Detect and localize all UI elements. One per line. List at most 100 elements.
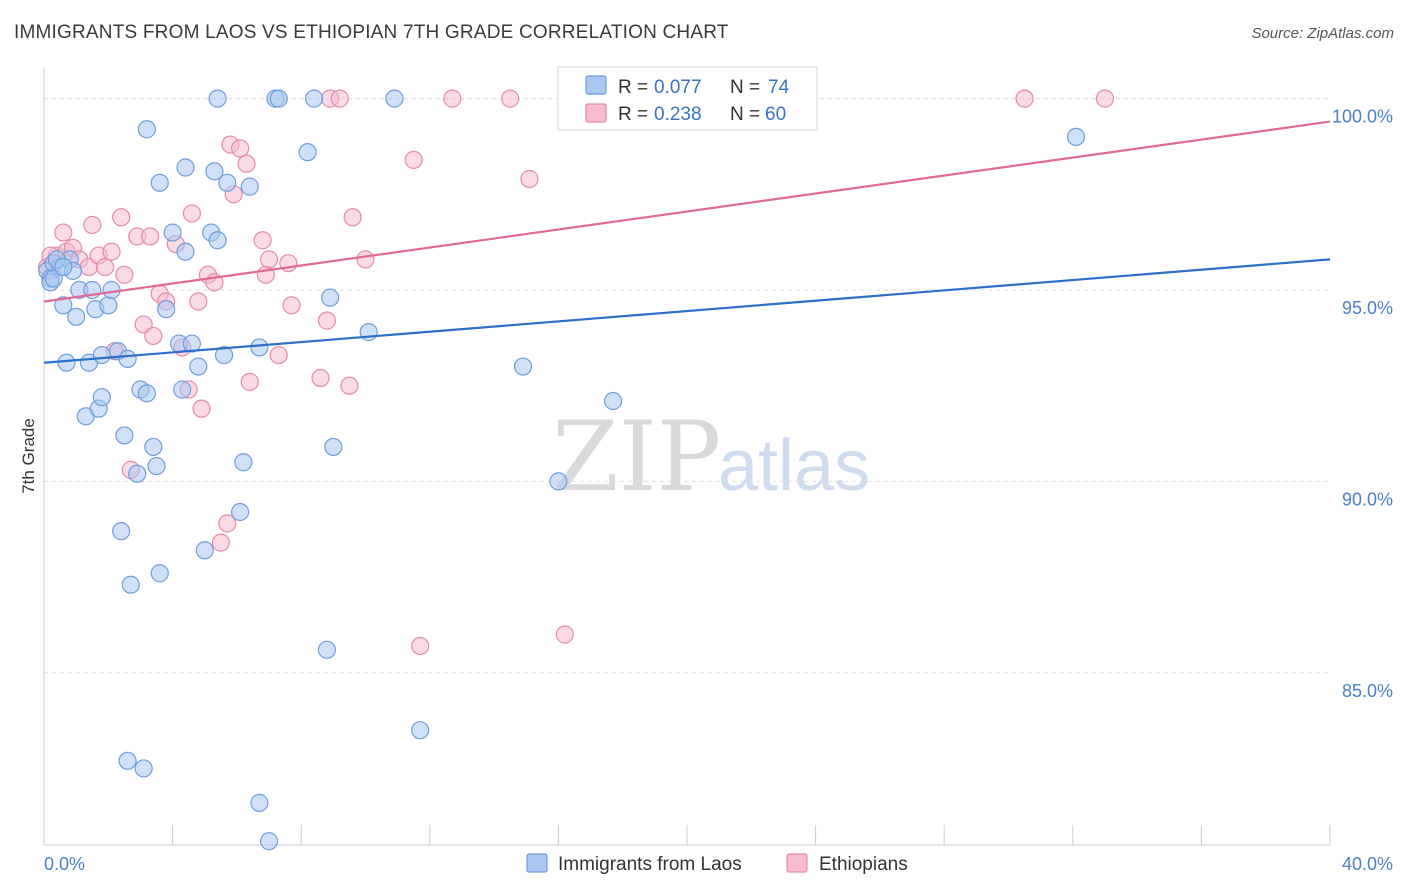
point-ethiopians bbox=[54, 223, 73, 242]
point-laos bbox=[208, 231, 227, 250]
point-ethiopians bbox=[189, 292, 208, 311]
point-ethiopians bbox=[555, 625, 574, 644]
point-ethiopians bbox=[404, 150, 423, 169]
legend-top: R = 0.077 N = 74 R = 0.238 N = 60 bbox=[557, 66, 818, 131]
point-laos bbox=[218, 173, 237, 192]
legend-n-value-laos: 74 bbox=[768, 77, 790, 98]
point-laos bbox=[205, 162, 224, 181]
point-ethiopians bbox=[140, 227, 160, 246]
point-laos bbox=[121, 575, 140, 594]
point-laos bbox=[411, 721, 430, 740]
point-ethiopians bbox=[411, 636, 430, 656]
point-ethiopians bbox=[1095, 89, 1115, 108]
point-laos bbox=[321, 288, 340, 307]
point-laos bbox=[234, 453, 253, 472]
x-minor-ticks bbox=[172, 825, 1331, 845]
point-laos bbox=[134, 759, 153, 778]
point-ethiopians bbox=[330, 89, 349, 108]
point-laos bbox=[157, 300, 176, 319]
point-laos bbox=[102, 280, 121, 300]
point-laos bbox=[118, 751, 137, 770]
point-laos bbox=[147, 456, 166, 476]
point-laos bbox=[240, 177, 259, 196]
point-laos bbox=[137, 120, 156, 139]
point-laos bbox=[112, 522, 131, 541]
point-ethiopians bbox=[231, 139, 250, 158]
point-laos bbox=[513, 357, 533, 376]
watermark-zip: ZIP bbox=[552, 401, 721, 513]
point-ethiopians bbox=[112, 208, 131, 227]
point-ethiopians bbox=[259, 250, 279, 269]
point-ethiopians bbox=[218, 514, 237, 533]
x-tick-labels: 0.0% 40.0% bbox=[44, 854, 1393, 874]
point-laos bbox=[250, 793, 269, 812]
point-ethiopians bbox=[356, 250, 375, 269]
watermark: ZIP atlas bbox=[552, 401, 870, 513]
point-ethiopians bbox=[237, 154, 256, 173]
point-ethiopians bbox=[317, 311, 337, 330]
gridlines bbox=[44, 98, 1330, 674]
point-laos bbox=[115, 426, 134, 445]
point-ethiopians bbox=[311, 368, 330, 388]
y-tick-label: 100.0% bbox=[1332, 107, 1393, 127]
point-laos bbox=[128, 464, 147, 483]
legend-bottom-swatch-laos bbox=[526, 853, 548, 873]
legend-bottom-label-ethiopians: Ethiopians bbox=[819, 854, 908, 875]
point-ethiopians bbox=[282, 296, 301, 315]
point-laos bbox=[269, 89, 288, 108]
legend-n-label-ethiopians: N = bbox=[730, 104, 760, 125]
point-ethiopians bbox=[192, 399, 211, 418]
point-ethiopians bbox=[1015, 89, 1034, 108]
legend-r-label-ethiopians: R = bbox=[618, 104, 648, 125]
y-tick-label: 95.0% bbox=[1342, 298, 1393, 318]
y-tick-label: 90.0% bbox=[1342, 489, 1393, 509]
legend-bottom-swatch-ethiopians bbox=[786, 853, 808, 873]
trend-lines bbox=[43, 120, 1331, 364]
point-ethiopians bbox=[269, 345, 288, 365]
legend-r-value-ethiopians: 0.238 bbox=[654, 104, 702, 125]
y-tick-labels: 85.0% 90.0% 95.0% 100.0% bbox=[1332, 107, 1393, 701]
legend-swatch-ethiopians bbox=[585, 103, 607, 123]
trend-line-ethiopians bbox=[43, 120, 1331, 303]
point-laos bbox=[144, 437, 163, 457]
series-laos-points bbox=[38, 89, 1086, 851]
point-laos bbox=[176, 242, 195, 261]
point-laos bbox=[92, 345, 111, 365]
point-laos bbox=[603, 391, 623, 411]
point-laos bbox=[549, 472, 568, 491]
point-laos bbox=[173, 380, 192, 399]
y-tick-label: 85.0% bbox=[1342, 681, 1393, 701]
point-ethiopians bbox=[520, 169, 539, 189]
x-tick-label: 0.0% bbox=[44, 854, 85, 874]
point-laos bbox=[1066, 127, 1086, 146]
point-laos bbox=[57, 353, 76, 372]
point-laos bbox=[385, 89, 404, 108]
trend-line-laos bbox=[43, 258, 1331, 364]
point-ethiopians bbox=[253, 231, 272, 250]
source-label: Source: ZipAtlas.com bbox=[1251, 25, 1394, 42]
point-ethiopians bbox=[182, 204, 201, 223]
legend-r-label-laos: R = bbox=[618, 77, 648, 98]
point-laos bbox=[99, 296, 118, 315]
point-ethiopians bbox=[95, 257, 115, 277]
point-laos bbox=[150, 564, 169, 583]
point-laos bbox=[317, 640, 337, 659]
point-ethiopians bbox=[102, 242, 121, 261]
point-ethiopians bbox=[211, 533, 230, 552]
point-ethiopians bbox=[144, 326, 163, 346]
point-ethiopians bbox=[240, 372, 259, 391]
point-laos bbox=[150, 173, 169, 192]
point-laos bbox=[259, 832, 279, 851]
point-laos bbox=[54, 257, 73, 277]
point-laos bbox=[214, 345, 234, 365]
x-tick-label: 40.0% bbox=[1342, 854, 1393, 874]
point-laos bbox=[137, 384, 156, 403]
point-laos bbox=[324, 437, 343, 457]
series-ethiopians-points bbox=[38, 89, 1115, 656]
point-ethiopians bbox=[443, 89, 462, 108]
point-laos bbox=[118, 349, 137, 368]
point-ethiopians bbox=[115, 265, 134, 284]
point-laos bbox=[304, 89, 324, 108]
point-laos bbox=[189, 357, 208, 376]
